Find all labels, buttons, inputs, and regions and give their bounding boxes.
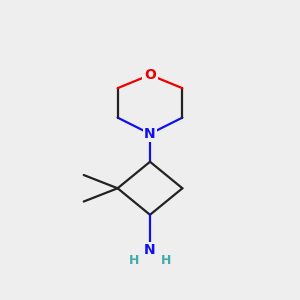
Text: H: H <box>129 254 139 267</box>
Text: O: O <box>144 68 156 82</box>
Text: N: N <box>144 127 156 141</box>
Text: H: H <box>161 254 171 267</box>
Text: N: N <box>144 243 156 257</box>
